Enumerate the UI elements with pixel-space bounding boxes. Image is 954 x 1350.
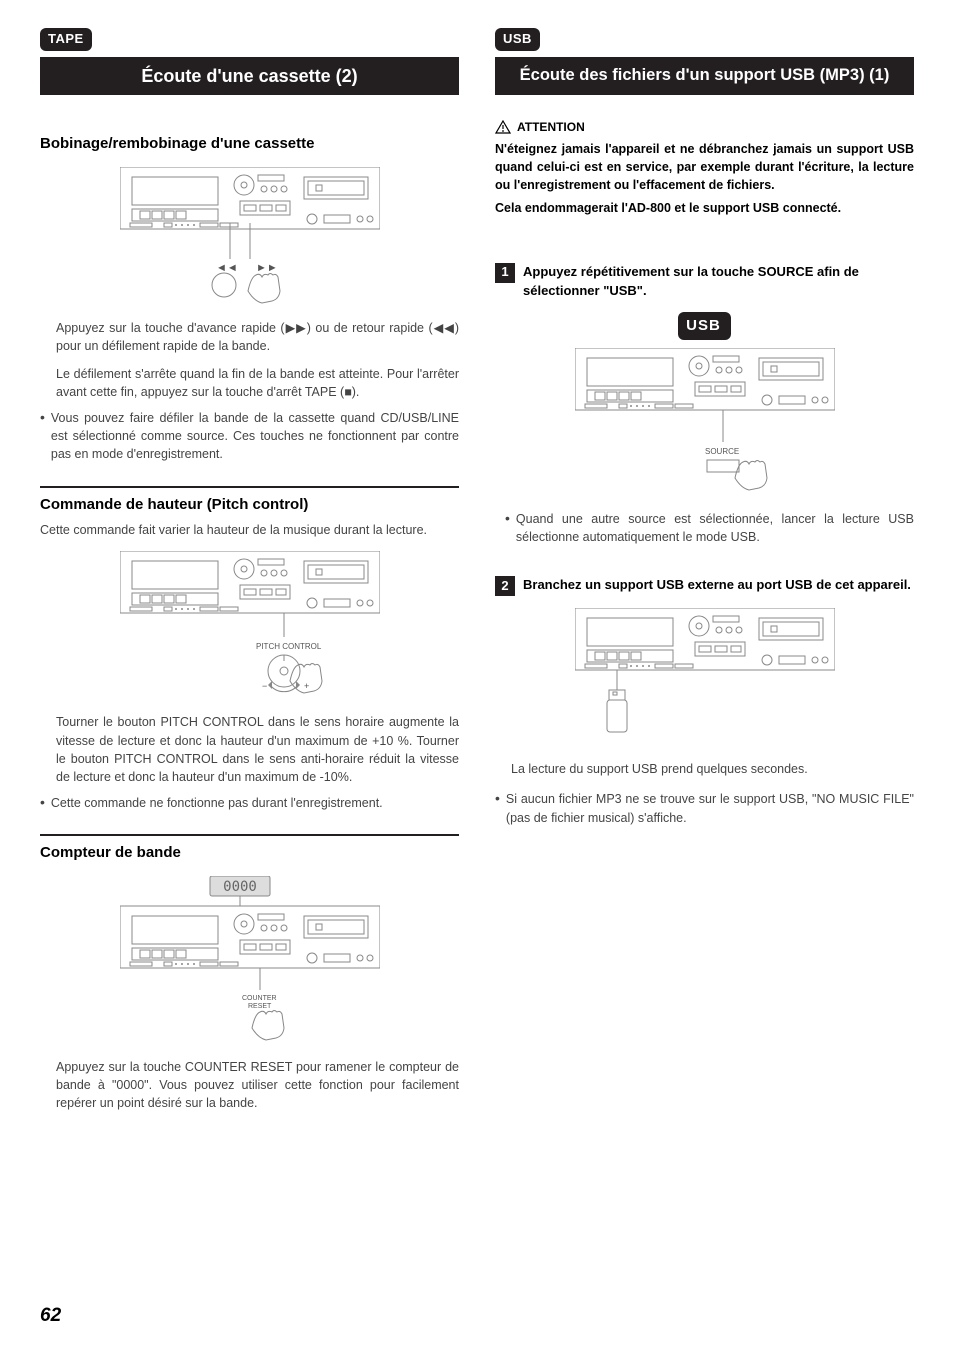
step1-usb-badge: USB — [678, 312, 731, 340]
step-1: 1 Appuyez répétitivement sur la touche S… — [495, 263, 914, 301]
step-2: 2 Branchez un support USB externe au por… — [495, 576, 914, 596]
step2-figure — [495, 608, 914, 748]
sec2-p2: Tourner le bouton PITCH CONTROL dans le … — [40, 713, 459, 786]
step1-bullet: Quand une autre source est sélectionnée,… — [495, 510, 914, 546]
sec3-p1: Appuyez sur la touche COUNTER RESET pour… — [40, 1058, 459, 1112]
page-number: 62 — [40, 1302, 61, 1330]
counter-display: 0000 — [223, 879, 257, 895]
svg-text:COUNTER: COUNTER — [242, 995, 277, 1002]
sec2-bullet: Cette commande ne fonctionne pas durant … — [40, 794, 459, 812]
step2-num: 2 — [495, 576, 515, 596]
step2-p1: La lecture du support USB prend quelques… — [495, 760, 914, 778]
step2-bullet: Si aucun fichier MP3 ne se trouve sur le… — [495, 790, 914, 826]
step1-num: 1 — [495, 263, 515, 283]
sec2-figure: PITCH CONTROL − + — [40, 551, 459, 701]
right-headline: Écoute des fichiers d'un support USB (MP… — [495, 57, 914, 95]
pitch-label: PITCH CONTROL — [256, 642, 322, 651]
warning-icon — [495, 120, 511, 134]
left-headline: Écoute d'une cassette (2) — [40, 57, 459, 95]
sec1-bullet: Vous pouvez faire défiler la bande de la… — [40, 409, 459, 463]
sec3-title: Compteur de bande — [40, 842, 459, 864]
usb-top-badge: USB — [495, 28, 540, 51]
source-label: SOURCE — [705, 447, 739, 456]
sec2-p1: Cette commande fait varier la hauteur de… — [40, 521, 459, 539]
svg-text:►►: ►► — [256, 262, 278, 274]
svg-text:◄◄: ◄◄ — [216, 262, 238, 274]
step1-text: Appuyez répétitivement sur la touche SOU… — [523, 263, 914, 301]
warn-p1: N'éteignez jamais l'appareil et ne débra… — [495, 140, 914, 194]
step1-figure: USB SOURCE — [495, 312, 914, 498]
sec1-p2: Le défilement s'arrête quand la fin de l… — [40, 365, 459, 401]
attention-label: ATTENTION — [517, 119, 585, 136]
sec3-figure: 0000 COUNTER RESET — [40, 876, 459, 1046]
attention-heading: ATTENTION — [495, 119, 914, 136]
step2-text: Branchez un support USB externe au port … — [523, 576, 914, 595]
sec1-title: Bobinage/rembobinage d'une cassette — [40, 133, 459, 155]
sec1-figure: ◄◄ ►► — [40, 167, 459, 307]
svg-text:−: − — [262, 681, 267, 691]
tape-badge: TAPE — [40, 28, 92, 51]
svg-text:+: + — [304, 681, 309, 691]
svg-text:RESET: RESET — [248, 1003, 272, 1010]
sec1-p1: Appuyez sur la touche d'avance rapide (▶… — [40, 319, 459, 355]
warn-p2: Cela endommagerait l'AD-800 et le suppor… — [495, 199, 914, 217]
sec2-title: Commande de hauteur (Pitch control) — [40, 494, 459, 516]
